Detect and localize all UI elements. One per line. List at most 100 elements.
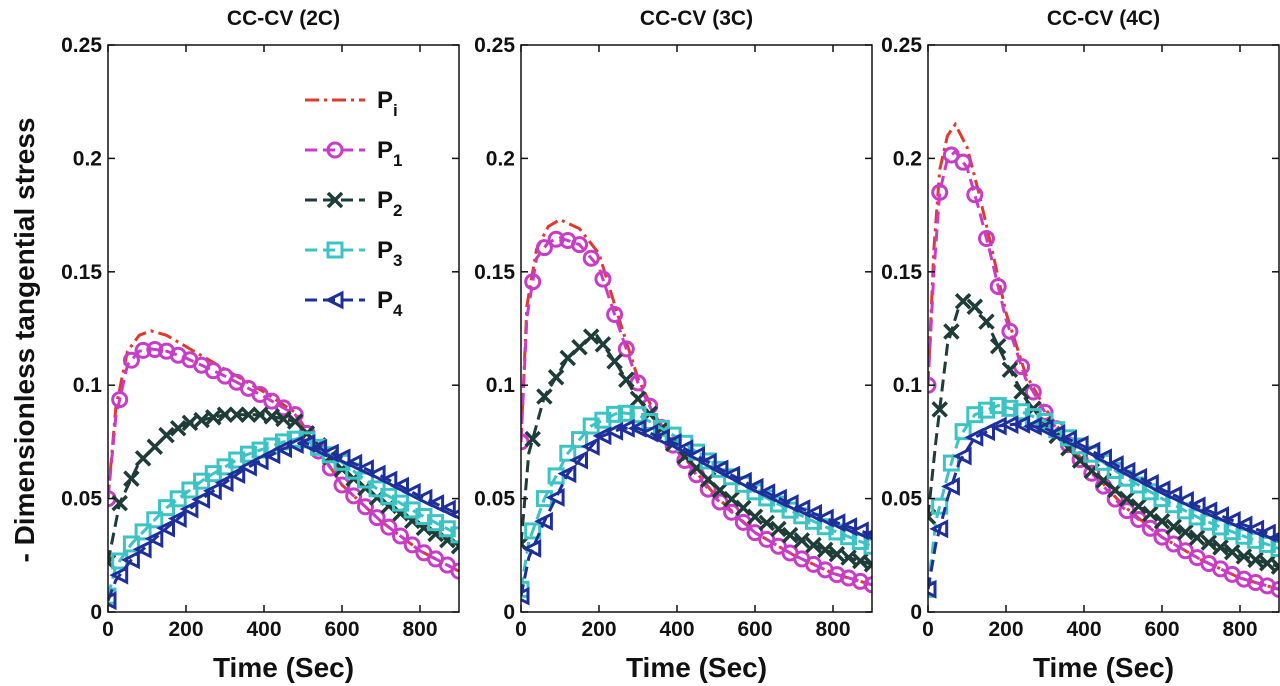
marker-P1: [1083, 464, 1101, 482]
marker-P2: [594, 336, 612, 353]
marker-P1: [392, 527, 409, 545]
y-tick-label: 0.15: [474, 261, 515, 284]
marker-P3: [954, 423, 972, 441]
marker-P3: [617, 404, 635, 422]
marker-P4: [928, 579, 937, 599]
marker-P4: [355, 459, 374, 479]
marker-P4: [1139, 473, 1159, 493]
marker-P2: [989, 337, 1007, 355]
marker-P4: [343, 453, 363, 473]
marker-P4: [132, 539, 152, 559]
marker-P4: [521, 586, 530, 606]
marker-P4: [1116, 461, 1136, 481]
x-tick-label: 0: [922, 618, 934, 641]
y-axis-label: - Dimensionless tangential stress: [9, 117, 40, 562]
marker-P2: [158, 426, 175, 444]
marker-P1: [111, 391, 129, 409]
marker-P2: [1235, 548, 1253, 565]
marker-P4: [952, 446, 972, 466]
marker-P4: [826, 513, 846, 533]
series-Pi: [928, 121, 1279, 591]
series-P2: [521, 328, 872, 573]
marker-P2: [943, 323, 960, 340]
marker-P3: [1270, 539, 1279, 557]
marker-P4: [156, 518, 175, 538]
series-line-Pi: [928, 121, 1279, 591]
marker-P4: [756, 483, 776, 503]
marker-P2: [1270, 558, 1279, 575]
marker-P3: [146, 511, 164, 529]
marker-P2: [111, 494, 128, 512]
x-tick-label: 600: [324, 618, 359, 641]
y-tick-label: 0.1: [893, 374, 923, 397]
marker-P3: [239, 445, 257, 463]
marker-P2: [840, 549, 857, 566]
x-tick-label: 800: [815, 618, 850, 641]
panel-3: CC-CV (4C) 0 200 400 600 800 0 0.05 0.1 0.15 0.2 0.…: [881, 7, 1280, 683]
marker-P4: [378, 470, 398, 490]
series-P4: [521, 418, 872, 606]
x-tick-label: 200: [581, 618, 616, 641]
marker-P3: [966, 406, 984, 424]
marker-P2: [978, 313, 995, 330]
marker-P4: [179, 499, 199, 519]
marker-P2: [758, 514, 775, 532]
marker-P2: [582, 328, 600, 345]
marker-P4: [849, 521, 869, 541]
marker-P2: [931, 401, 948, 418]
marker-P2: [286, 413, 304, 430]
marker-P4: [1069, 435, 1089, 455]
x-axis-label: Time (Sec): [1033, 652, 1174, 683]
marker-P3: [863, 537, 872, 555]
marker-P4: [1210, 506, 1229, 526]
marker-P4: [436, 499, 456, 519]
marker-P3: [571, 431, 588, 449]
marker-P1: [403, 536, 421, 554]
series-line-P1: [521, 236, 872, 587]
marker-P1: [547, 230, 565, 248]
marker-P4: [721, 465, 741, 485]
marker-P4: [238, 457, 257, 477]
marker-P2: [1177, 523, 1194, 541]
marker-P4: [732, 471, 752, 491]
marker-P3: [169, 490, 187, 508]
y-tick-label: 0.25: [881, 34, 922, 57]
marker-P2: [618, 371, 635, 388]
marker-P4: [108, 591, 117, 611]
series-P1: [521, 230, 872, 594]
marker-P2: [536, 388, 553, 405]
marker-P3: [158, 499, 175, 517]
marker-P4: [1186, 496, 1206, 516]
legend-marker-P1: [326, 141, 344, 159]
marker-P4: [226, 465, 246, 484]
x-tick-label: 0: [515, 618, 527, 641]
marker-P2: [816, 541, 834, 559]
marker-P4: [249, 451, 269, 471]
x-tick-label: 200: [168, 618, 203, 641]
marker-P4: [202, 481, 222, 501]
y-tick-label: 0: [90, 601, 102, 624]
marker-P1: [356, 498, 374, 516]
marker-P4: [1163, 485, 1183, 505]
marker-P1: [1001, 322, 1019, 340]
series-line-P1: [108, 347, 459, 573]
marker-P4: [651, 428, 670, 448]
marker-P4: [803, 503, 822, 523]
marker-P3: [1013, 403, 1031, 421]
marker-P2: [146, 438, 164, 455]
marker-P2: [770, 520, 787, 538]
marker-P2: [1118, 490, 1136, 508]
marker-P4: [1245, 519, 1265, 539]
marker-P1: [535, 239, 553, 257]
marker-P1: [989, 278, 1007, 296]
marker-P4: [261, 445, 281, 465]
marker-P4: [744, 477, 764, 497]
marker-P3: [134, 523, 152, 541]
legend-label-P4: P4: [377, 287, 403, 320]
marker-P2: [863, 556, 872, 573]
marker-P2: [1153, 513, 1171, 530]
marker-P4: [144, 529, 164, 549]
marker-P1: [450, 562, 459, 580]
marker-P2: [263, 408, 281, 425]
